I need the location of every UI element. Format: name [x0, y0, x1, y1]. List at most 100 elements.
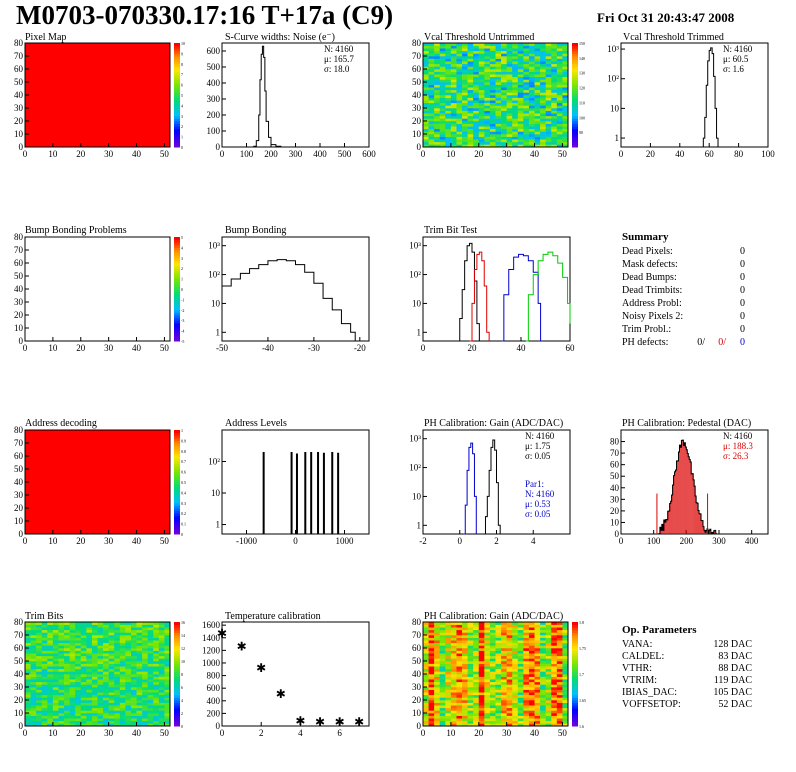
heatmap-cell: [473, 671, 480, 675]
heatmap-cell: [456, 84, 463, 88]
heatmap-cell: [484, 141, 491, 145]
heatmap-cell: [97, 622, 104, 625]
palette-cell: [174, 102, 180, 106]
y-tick-label: 100: [207, 126, 221, 136]
palette-cell: [572, 139, 578, 143]
heatmap-cell: [517, 720, 524, 724]
heatmap-cell: [467, 715, 474, 719]
heatmap-cell: [506, 113, 513, 117]
heatmap-cell: [439, 123, 446, 127]
heatmap-cell: [540, 66, 546, 70]
heatmap-cell: [551, 687, 558, 690]
heatmap-cell: [478, 661, 485, 664]
heatmap-cell: [462, 92, 468, 96]
heatmap-cell: [456, 105, 463, 109]
op-param-label: CALDEL:: [622, 651, 664, 662]
palette-cell: [174, 265, 180, 269]
palette-cell: [572, 624, 578, 628]
heatmap-cell: [450, 648, 457, 651]
op-param-value: 128 DAC: [713, 639, 752, 650]
heatmap-cell: [80, 697, 87, 701]
heatmap-cell: [462, 653, 468, 657]
heatmap-cell: [523, 694, 530, 698]
heatmap-cell: [136, 718, 143, 722]
heatmap-cell: [30, 681, 37, 685]
palette-cell: [174, 632, 180, 636]
heatmap-cell: [556, 50, 563, 54]
heatmap-cell: [47, 624, 54, 628]
x-tick-label: 30: [104, 149, 114, 159]
palette-cell: [572, 82, 578, 86]
palette-tick-label: 6: [181, 83, 183, 88]
heatmap-cell: [445, 48, 452, 52]
palette-tick-label: 0.9: [181, 438, 186, 443]
heatmap-cell: [428, 689, 435, 693]
heatmap-cell: [467, 115, 474, 119]
palette-cell: [572, 700, 578, 704]
heatmap-cell: [473, 89, 480, 93]
heatmap-cell: [528, 110, 535, 114]
heatmap-cell: [528, 642, 535, 646]
heatmap-cell: [423, 629, 429, 633]
heatmap-cell: [47, 635, 54, 638]
heatmap-cell: [534, 102, 541, 106]
heatmap-cell: [423, 136, 429, 140]
heatmap-cell: [456, 676, 463, 680]
heatmap-cell: [495, 624, 502, 628]
heatmap-cell: [428, 687, 435, 690]
heatmap-cell: [80, 622, 87, 625]
address-decoding-plot: Address decoding00.10.20.30.40.50.60.70.…: [14, 418, 186, 546]
heatmap-cell: [69, 692, 76, 696]
heatmap-cell: [108, 653, 115, 657]
palette-cell: [572, 69, 578, 73]
heatmap-cell: [551, 123, 558, 127]
op-param-label: VOFFSETOP:: [622, 699, 681, 710]
heatmap-cell: [467, 63, 474, 67]
heatmap-cell: [142, 637, 148, 641]
heatmap-cell: [462, 115, 468, 119]
heatmap-cell: [540, 92, 546, 96]
heatmap-cell: [97, 671, 104, 675]
heatmap-cell: [52, 661, 59, 664]
heatmap-cell: [158, 624, 165, 628]
heatmap-cell: [523, 108, 530, 111]
heatmap-cell: [445, 121, 452, 124]
heatmap-cell: [125, 713, 132, 716]
heatmap-cell: [501, 637, 507, 641]
heatmap-cell: [562, 700, 569, 703]
heatmap-cell: [30, 718, 37, 722]
heatmap-cell: [467, 655, 474, 659]
palette-cell: [174, 437, 180, 441]
heatmap-cell: [495, 53, 502, 57]
y-tick-label: 40: [14, 90, 24, 100]
heatmap-cell: [114, 661, 121, 664]
heatmap-cell: [423, 684, 429, 688]
palette-tick-label: 140: [579, 56, 585, 61]
heatmap-cell: [114, 637, 121, 641]
heatmap-cell: [86, 640, 93, 644]
heatmap-cell: [556, 87, 563, 91]
heatmap-cell: [445, 648, 452, 651]
heatmap-cell: [489, 642, 496, 646]
heatmap-cell: [556, 89, 563, 93]
heatmap-cell: [434, 645, 441, 649]
heatmap-cell: [130, 648, 137, 651]
heatmap-cell: [445, 63, 452, 67]
heatmap-cell: [540, 622, 546, 625]
heatmap-cell: [97, 707, 104, 711]
y-tick-label: 10: [412, 129, 422, 139]
heatmap-cell: [523, 50, 530, 54]
heatmap-cell: [534, 53, 541, 57]
heatmap-cell: [495, 674, 502, 677]
heatmap-cell: [556, 624, 563, 628]
op-param-label: VANA:: [622, 639, 652, 650]
heatmap-cell: [445, 624, 452, 628]
heatmap-cell: [517, 705, 524, 709]
heatmap-cell: [523, 713, 530, 716]
heatmap-cell: [528, 89, 535, 93]
heatmap-cell: [434, 723, 441, 727]
heatmap-cell: [523, 89, 530, 93]
palette-cell: [174, 302, 180, 306]
ph-defect-value: 0: [740, 337, 745, 348]
heatmap-cell: [119, 723, 126, 727]
